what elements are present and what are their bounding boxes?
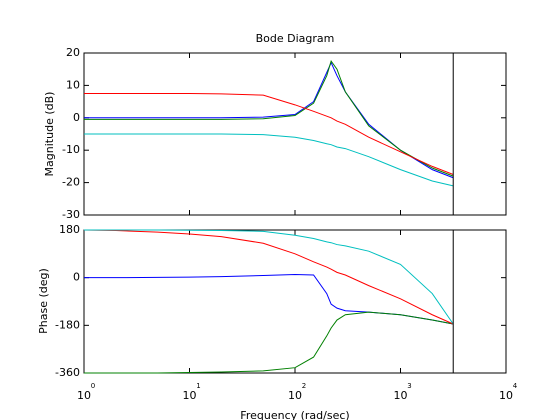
x-tick-exponent: 0 — [91, 382, 95, 390]
y-tick-label: 20 — [66, 46, 80, 59]
series-line — [84, 311, 454, 374]
y-tick-label: 0 — [73, 271, 80, 284]
x-tick-label: 10 — [499, 389, 513, 402]
x-tick-label: 10 — [288, 389, 302, 402]
x-tick-label: 10 — [183, 389, 197, 402]
plot-area — [83, 229, 507, 374]
x-tick-exponent: 1 — [196, 382, 200, 390]
y-axis-label: Phase (deg) — [37, 268, 50, 334]
y-tick-label: 0 — [73, 111, 80, 124]
x-tick-exponent: 2 — [302, 382, 306, 390]
x-axis-label: Frequency (rad/sec) — [240, 409, 349, 420]
series-line — [84, 133, 454, 187]
y-tick-label: 10 — [66, 78, 80, 91]
x-tick-label: 10 — [394, 389, 408, 402]
y-tick-label: 180 — [59, 223, 80, 236]
y-tick-label: -30 — [62, 208, 80, 221]
x-tick-exponent: 3 — [407, 382, 411, 390]
series-line — [84, 59, 454, 177]
series-line — [84, 61, 454, 179]
y-tick-label: -20 — [62, 176, 80, 189]
y-axis-label: Magnitude (dB) — [43, 92, 56, 177]
series-line — [84, 93, 454, 175]
x-tick-exponent: 4 — [513, 382, 518, 390]
y-tick-label: -10 — [62, 143, 80, 156]
series-line — [84, 229, 454, 325]
series-line — [83, 229, 454, 325]
y-tick-label: -180 — [55, 318, 80, 331]
chart-title: Bode Diagram — [256, 32, 335, 45]
x-tick-label: 10 — [77, 389, 91, 402]
y-tick-label: -360 — [55, 366, 80, 379]
